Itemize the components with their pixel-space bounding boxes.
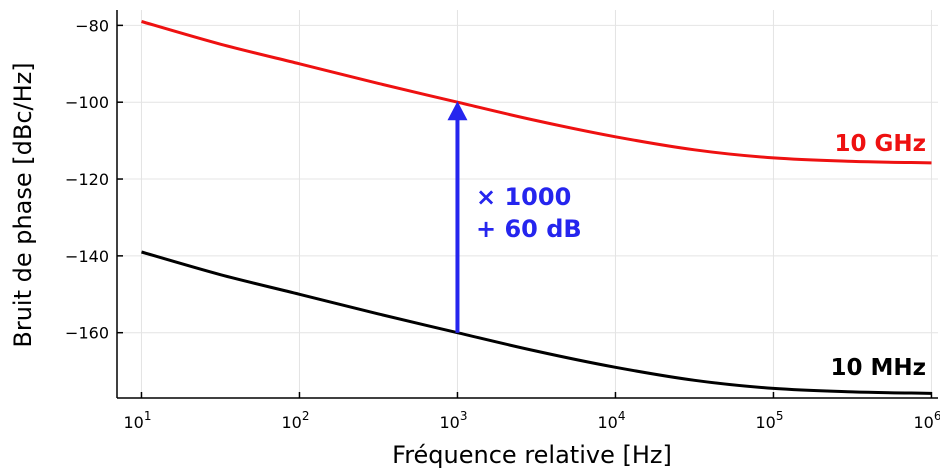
- grid: [117, 10, 938, 398]
- x-axis-title: Fréquence relative [Hz]: [392, 441, 672, 469]
- x-tick-label: 102: [281, 409, 309, 432]
- y-tick-label: −140: [65, 247, 109, 266]
- x-tick-label: 106: [913, 409, 940, 432]
- x-tick-label: 101: [123, 409, 151, 432]
- annotation-factor: × 1000: [476, 183, 571, 211]
- annotation-arrow-head: [447, 101, 468, 121]
- annotation-db: + 60 dB: [476, 215, 582, 243]
- y-tick-label: −80: [75, 16, 109, 35]
- annotation: [447, 101, 468, 333]
- x-tick-label: 105: [755, 409, 783, 432]
- tick-labels: 101 102 103 104 105 106 −80 −100 −120 −140 −160: [65, 16, 940, 432]
- y-tick-label: −160: [65, 324, 109, 343]
- y-tick-label: −100: [65, 93, 109, 112]
- axes: [116, 10, 938, 399]
- y-tick-label: −120: [65, 170, 109, 189]
- series-layer: [141, 20, 932, 395]
- y-axis-title: Bruit de phase [dBc/Hz]: [9, 62, 37, 347]
- x-tick-label: 103: [439, 409, 467, 432]
- series-line-10mhz: [141, 250, 932, 395]
- x-tick-label: 104: [597, 409, 625, 432]
- series-label-10mhz: 10 MHz: [830, 355, 926, 381]
- series-label-10ghz: 10 GHz: [834, 131, 926, 157]
- series-line-10ghz: [141, 20, 932, 165]
